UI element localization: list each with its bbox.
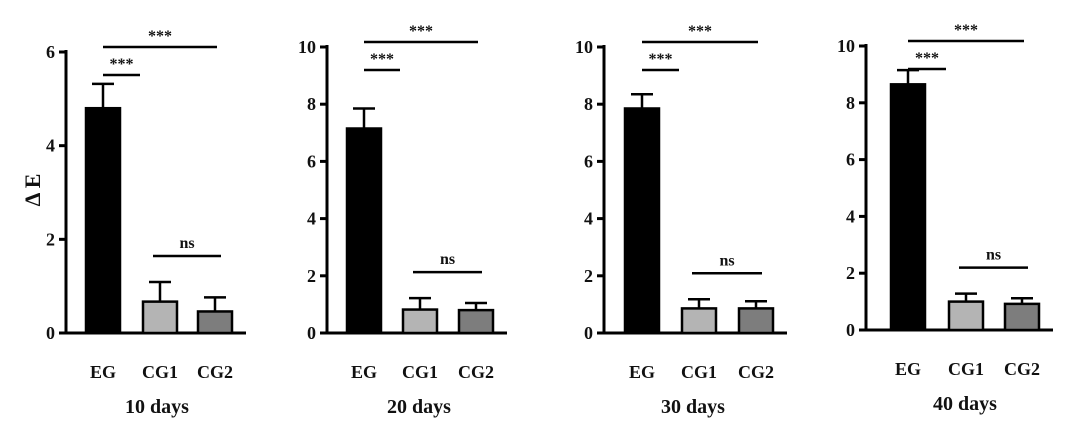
panel-title: 40 days — [933, 393, 997, 415]
x-tick-label-cg1: CG1 — [681, 362, 717, 382]
y-tick-label: 10 — [575, 37, 593, 57]
significance-label: *** — [649, 51, 673, 68]
x-tick-label-cg2: CG2 — [738, 362, 774, 382]
bar-cg2 — [196, 310, 234, 335]
x-tick-label-cg2: CG2 — [197, 362, 233, 382]
significance-label: ns — [440, 251, 455, 268]
significance-label: ns — [986, 247, 1001, 264]
y-tick-label: 6 — [46, 42, 55, 62]
bar-eg — [623, 107, 661, 335]
y-tick-label: 8 — [584, 94, 593, 114]
y-tick-label: 10 — [298, 37, 316, 57]
significance-label: *** — [409, 23, 433, 40]
significance-label: *** — [688, 23, 712, 40]
significance-label: *** — [915, 50, 939, 67]
bar-cg2 — [737, 307, 775, 335]
y-tick-label: 4 — [46, 136, 55, 156]
y-tick-label: 2 — [307, 266, 316, 286]
panel-title: 30 days — [661, 396, 725, 418]
significance-label: ns — [719, 252, 734, 269]
y-axis-label: Δ E — [20, 174, 45, 207]
x-tick-label-cg2: CG2 — [1004, 359, 1040, 379]
bar-cg1 — [401, 308, 439, 335]
chart-panel-4: 0 2 4 6 8 10 EG CG1 CG2 40 days *** *** ns — [837, 22, 1053, 415]
panel-title: 20 days — [387, 396, 451, 418]
y-tick-label: 8 — [846, 93, 855, 113]
y-tick-label: 10 — [837, 36, 855, 56]
x-tick-label-eg: EG — [629, 362, 655, 382]
y-tick-label: 4 — [846, 206, 855, 226]
y-tick-label: 4 — [307, 209, 316, 229]
x-tick-label-cg1: CG1 — [948, 359, 984, 379]
y-tick-label: 6 — [846, 150, 855, 170]
significance-label: *** — [370, 51, 394, 68]
chart-panel-2: 0 2 4 6 8 10 EG CG1 CG2 20 days *** *** ns — [298, 23, 507, 418]
y-tick-label: 6 — [307, 151, 316, 171]
chart-panels: 0 2 4 6 EG CG1 CG2 10 days *** *** ns 0 2 4 6 8 10 EG CG1 C… — [46, 22, 1053, 418]
bar-cg2 — [457, 308, 495, 335]
x-tick-label-cg2: CG2 — [458, 362, 494, 382]
bar-cg1 — [947, 300, 985, 332]
significance-label: *** — [148, 28, 172, 45]
x-tick-label-cg1: CG1 — [402, 362, 438, 382]
significance-label: *** — [954, 22, 978, 39]
y-tick-label: 0 — [307, 323, 316, 343]
bar-cg1 — [680, 307, 718, 335]
y-tick-label: 0 — [584, 323, 593, 343]
y-tick-label: 2 — [584, 266, 593, 286]
bar-eg — [889, 83, 927, 332]
bar-eg — [84, 106, 122, 335]
bar-cg1 — [141, 300, 179, 335]
significance-label: *** — [110, 56, 134, 73]
x-tick-label-eg: EG — [351, 362, 377, 382]
significance-label: ns — [179, 235, 194, 252]
y-tick-label: 2 — [46, 229, 55, 249]
chart-panel-1: 0 2 4 6 EG CG1 CG2 10 days *** *** ns — [46, 28, 246, 418]
x-tick-label-eg: EG — [90, 362, 116, 382]
y-tick-label: 8 — [307, 94, 316, 114]
bar-eg — [345, 127, 383, 335]
chart-panel-3: 0 2 4 6 8 10 EG CG1 CG2 30 days *** *** ns — [575, 23, 787, 418]
x-tick-label-cg1: CG1 — [142, 362, 178, 382]
panel-title: 10 days — [125, 396, 189, 418]
y-tick-label: 6 — [584, 151, 593, 171]
y-tick-label: 2 — [846, 263, 855, 283]
y-tick-label: 4 — [584, 209, 593, 229]
bar-cg2 — [1003, 302, 1041, 332]
y-tick-label: 0 — [846, 320, 855, 340]
y-tick-label: 0 — [46, 323, 55, 343]
x-tick-label-eg: EG — [895, 359, 921, 379]
